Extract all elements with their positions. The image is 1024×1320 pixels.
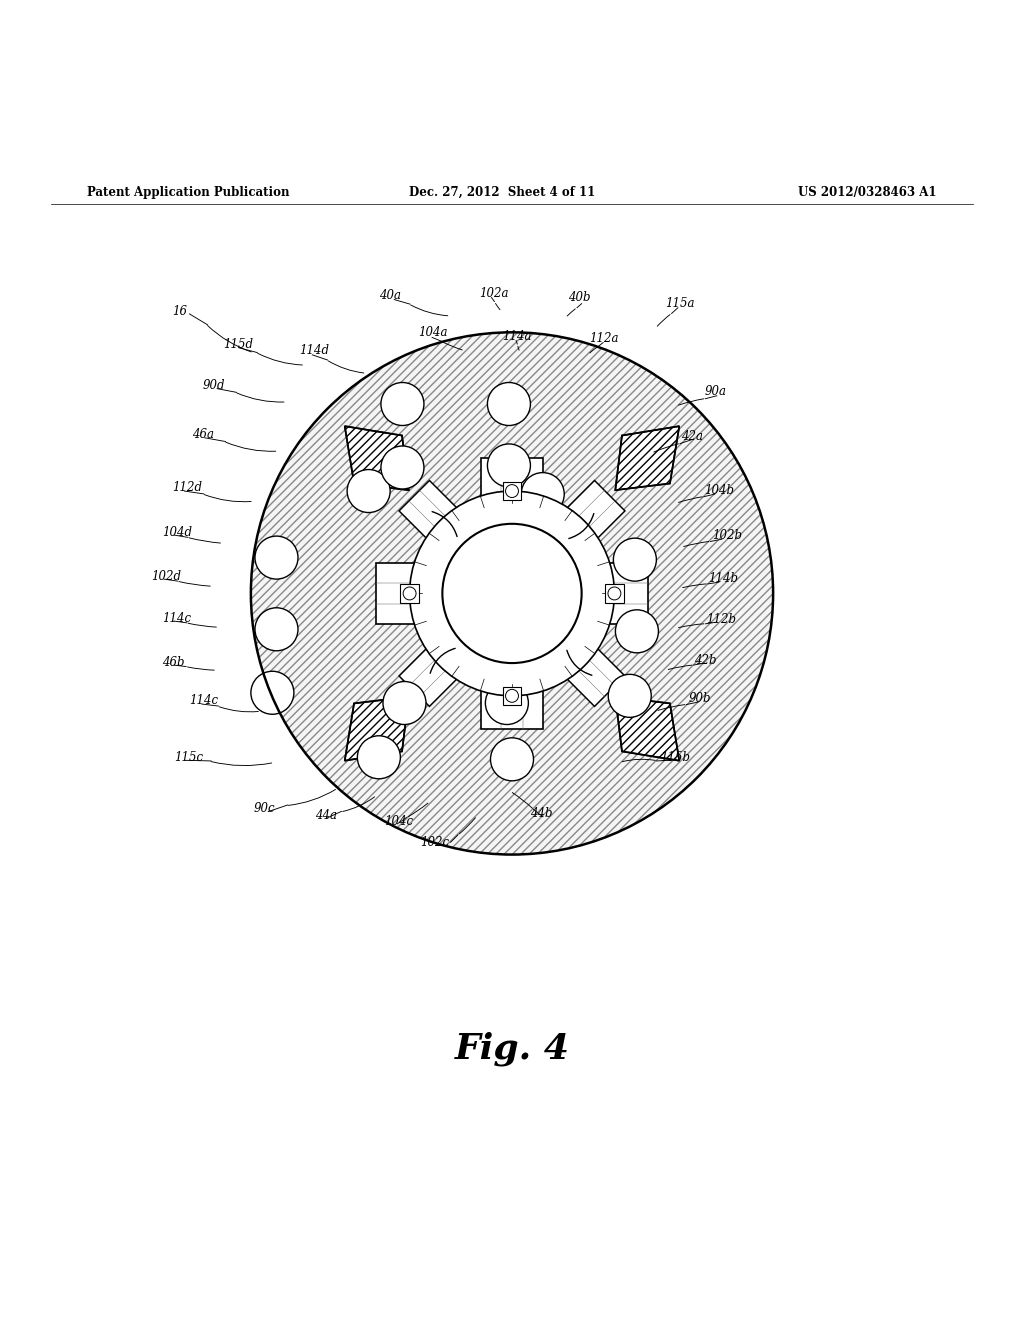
Circle shape xyxy=(521,473,564,516)
Polygon shape xyxy=(399,574,530,706)
Circle shape xyxy=(357,735,400,779)
Text: 114b: 114b xyxy=(709,572,738,585)
Text: 115a: 115a xyxy=(666,297,695,310)
Polygon shape xyxy=(494,480,625,612)
Circle shape xyxy=(410,491,614,696)
Circle shape xyxy=(255,536,298,579)
FancyBboxPatch shape xyxy=(503,482,521,500)
Text: 90b: 90b xyxy=(688,693,711,705)
Polygon shape xyxy=(615,426,679,490)
Text: Patent Application Publication: Patent Application Publication xyxy=(87,186,290,199)
Circle shape xyxy=(403,587,416,599)
Text: 102b: 102b xyxy=(712,528,741,541)
Circle shape xyxy=(487,444,530,487)
Text: 114d: 114d xyxy=(299,345,329,358)
Circle shape xyxy=(613,539,656,581)
Polygon shape xyxy=(481,458,543,729)
Text: 16: 16 xyxy=(172,305,187,318)
Text: 115d: 115d xyxy=(223,338,253,351)
Circle shape xyxy=(381,383,424,425)
FancyBboxPatch shape xyxy=(400,585,419,603)
Circle shape xyxy=(490,738,534,781)
Text: 102a: 102a xyxy=(479,286,509,300)
Text: 104d: 104d xyxy=(162,525,191,539)
Circle shape xyxy=(487,383,530,425)
Text: Fig. 4: Fig. 4 xyxy=(455,1032,569,1067)
Circle shape xyxy=(506,689,518,702)
Text: US 2012/0328463 A1: US 2012/0328463 A1 xyxy=(799,186,937,199)
FancyBboxPatch shape xyxy=(605,585,624,603)
Polygon shape xyxy=(615,697,679,760)
Text: 102c: 102c xyxy=(421,836,450,849)
Circle shape xyxy=(383,681,426,725)
Text: 44a: 44a xyxy=(315,809,337,822)
Text: 46b: 46b xyxy=(162,656,184,668)
Text: 90d: 90d xyxy=(203,379,225,392)
Text: 114c: 114c xyxy=(162,611,190,624)
Polygon shape xyxy=(494,574,625,706)
Text: 112d: 112d xyxy=(172,482,202,495)
Circle shape xyxy=(442,524,582,663)
Text: 104a: 104a xyxy=(418,326,447,339)
Polygon shape xyxy=(399,480,530,612)
Circle shape xyxy=(347,470,390,512)
Text: 44b: 44b xyxy=(530,807,553,820)
Text: 102d: 102d xyxy=(152,569,181,582)
Polygon shape xyxy=(345,697,409,760)
Text: 46a: 46a xyxy=(193,428,214,441)
Polygon shape xyxy=(345,426,409,490)
Text: Dec. 27, 2012  Sheet 4 of 11: Dec. 27, 2012 Sheet 4 of 11 xyxy=(409,186,595,199)
Text: 42b: 42b xyxy=(694,653,717,667)
Text: 42a: 42a xyxy=(681,430,702,444)
Text: 40a: 40a xyxy=(379,289,400,302)
FancyBboxPatch shape xyxy=(503,686,521,705)
Text: 112b: 112b xyxy=(707,612,736,626)
Text: 90c: 90c xyxy=(254,803,275,814)
Text: 115b: 115b xyxy=(660,751,690,764)
Circle shape xyxy=(506,484,518,498)
Circle shape xyxy=(251,333,773,854)
Circle shape xyxy=(615,610,658,653)
Text: 115c: 115c xyxy=(174,751,203,764)
Text: 112a: 112a xyxy=(589,331,618,345)
Text: 114c: 114c xyxy=(189,694,218,708)
Text: 114a: 114a xyxy=(502,330,531,343)
Circle shape xyxy=(255,607,298,651)
Text: 90a: 90a xyxy=(705,385,726,399)
Polygon shape xyxy=(377,562,648,624)
Circle shape xyxy=(251,672,294,714)
Text: 104b: 104b xyxy=(705,483,734,496)
Text: 40b: 40b xyxy=(568,290,591,304)
Text: 104c: 104c xyxy=(384,816,413,828)
Circle shape xyxy=(381,446,424,488)
Circle shape xyxy=(485,681,528,725)
Circle shape xyxy=(608,587,621,599)
Circle shape xyxy=(608,675,651,717)
